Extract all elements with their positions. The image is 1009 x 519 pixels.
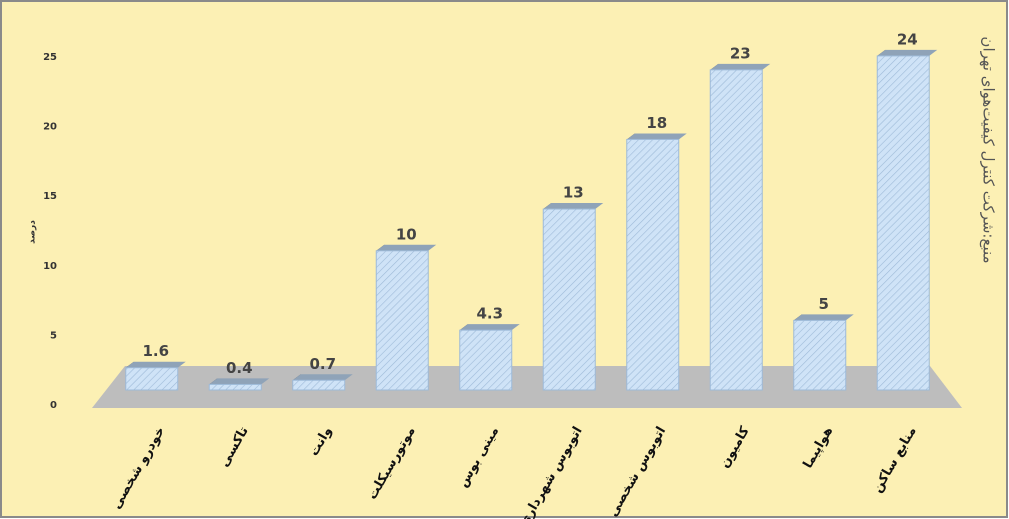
y-tick-label: 20 [43, 122, 57, 133]
value-label: 13 [563, 184, 584, 202]
bar-top [543, 203, 604, 210]
bar-top [459, 324, 520, 331]
bar-top [793, 314, 854, 321]
bar [208, 383, 262, 391]
bar-top [125, 361, 186, 368]
value-label: 4.3 [476, 305, 503, 323]
bar [876, 55, 930, 391]
bar-top [209, 378, 270, 385]
value-label: 5 [819, 295, 829, 313]
value-label: 18 [646, 114, 667, 132]
bar [793, 319, 847, 391]
value-label: 10 [396, 225, 417, 243]
y-tick-label: 25 [43, 52, 57, 63]
bar [709, 69, 763, 391]
y-tick-label: 0 [50, 400, 57, 411]
bar [375, 250, 429, 391]
bar-top [376, 244, 437, 251]
value-label: 23 [730, 44, 751, 62]
bar-top [710, 63, 771, 70]
value-label: 0.4 [226, 359, 253, 377]
value-label: 1.6 [142, 342, 169, 360]
y-tick-label: 5 [50, 330, 57, 341]
value-label: 0.7 [309, 355, 336, 373]
y-axis-label: درصد [28, 220, 38, 244]
value-label: 24 [897, 30, 918, 48]
bar [292, 379, 346, 391]
source-note: منبع:شرکت کنترل کیفیت‌هوای تهران [980, 36, 998, 263]
bar [125, 367, 179, 391]
bar-top [877, 49, 938, 56]
bar-top [292, 374, 353, 381]
bar-top [626, 133, 687, 140]
bar [626, 138, 680, 391]
y-tick-label: 10 [43, 261, 57, 272]
bar [542, 208, 596, 391]
y-tick-label: 15 [43, 191, 57, 202]
bar [459, 329, 513, 391]
